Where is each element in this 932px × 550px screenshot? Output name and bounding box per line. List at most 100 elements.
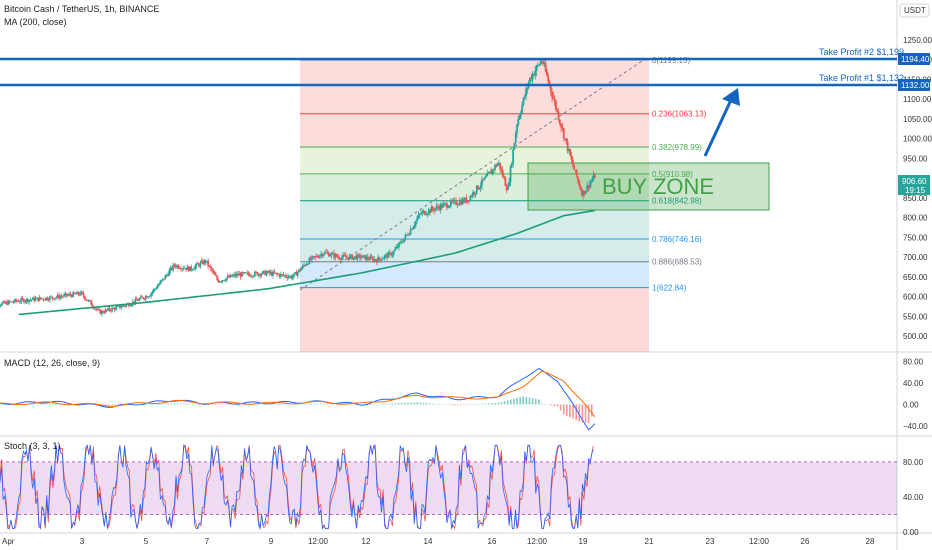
- candle-body: [56, 294, 59, 298]
- macd-pane[interactable]: [0, 367, 596, 431]
- macd-histogram-bar: [394, 403, 397, 405]
- candle-body: [176, 265, 178, 268]
- macd-histogram-bar: [207, 404, 210, 405]
- candle-body: [405, 234, 408, 236]
- macd-histogram-bar: [472, 404, 475, 405]
- candle-body: [403, 238, 406, 243]
- candle-body: [134, 298, 137, 304]
- candle-body: [526, 87, 529, 89]
- candle-body: [433, 209, 435, 211]
- macd-histogram-bar: [519, 397, 521, 405]
- stoch-pane[interactable]: [0, 443, 897, 531]
- macd-histogram-bar: [338, 404, 341, 405]
- candle-body: [579, 186, 582, 190]
- candle-body: [338, 257, 341, 260]
- macd-indicator-title[interactable]: MACD (12, 26, close, 9): [4, 358, 100, 368]
- candle-body: [287, 276, 290, 279]
- candle-body: [353, 256, 356, 258]
- macd-histogram-bar: [170, 403, 173, 405]
- candle-body: [148, 296, 151, 298]
- candle-body: [174, 265, 177, 268]
- candle-body: [291, 277, 294, 279]
- candle-body: [431, 207, 434, 210]
- macd-histogram-bar: [189, 404, 191, 405]
- candle-body: [172, 264, 175, 270]
- candle-body: [365, 256, 368, 260]
- buy-zone-box[interactable]: [527, 162, 770, 211]
- candle-body: [180, 268, 182, 270]
- candle-body: [224, 280, 226, 282]
- stoch-indicator-title[interactable]: Stoch (3, 3, 1): [4, 441, 61, 451]
- candle-body: [121, 305, 124, 308]
- candle-body: [16, 301, 19, 302]
- macd-histogram-bar: [316, 403, 319, 405]
- candle-body: [536, 64, 539, 66]
- macd-histogram-bar: [360, 404, 363, 405]
- candle-body: [98, 308, 101, 311]
- candle-body: [67, 295, 69, 296]
- candle-body: [584, 190, 587, 194]
- candle-body: [350, 254, 352, 256]
- candle-body: [54, 298, 56, 300]
- candle-body: [218, 281, 221, 283]
- fib-level-label: 0.886(688.53): [652, 258, 702, 267]
- candle-body: [130, 304, 133, 306]
- symbol-title[interactable]: Bitcoin Cash / TetherUS, 1h, BINANCE: [4, 4, 159, 14]
- candle-body: [457, 204, 460, 206]
- candle-body: [282, 274, 285, 276]
- candle-body: [186, 266, 189, 270]
- macd-histogram-bar: [435, 403, 437, 405]
- candle-body: [569, 149, 572, 156]
- candle-body: [362, 255, 365, 257]
- candle-body: [15, 299, 17, 302]
- candle-body: [70, 295, 73, 297]
- price-tick-label: 950.00: [903, 154, 928, 163]
- candle-body: [237, 273, 239, 276]
- candle-body: [413, 225, 416, 228]
- candle-body: [22, 299, 25, 303]
- candle-body: [324, 251, 326, 254]
- candle-body: [578, 180, 581, 187]
- candle-body: [81, 291, 84, 294]
- macd-histogram-bar: [239, 404, 241, 405]
- macd-histogram-bar: [232, 404, 235, 405]
- candle-body: [359, 255, 361, 259]
- candle-body: [379, 259, 382, 261]
- candle-body: [340, 257, 343, 260]
- candle-body: [89, 300, 91, 302]
- candle-body: [447, 207, 450, 209]
- candle-body: [446, 203, 448, 208]
- macd-histogram-bar: [453, 404, 456, 406]
- candle-body: [74, 293, 77, 295]
- candle-body: [286, 276, 289, 279]
- candle-body: [495, 165, 498, 167]
- candle-body: [337, 256, 339, 258]
- candle-body: [414, 221, 417, 226]
- macd-histogram-bar: [413, 402, 416, 405]
- ma200-line[interactable]: [18, 209, 596, 316]
- candle-body: [21, 298, 24, 300]
- candle-body: [582, 190, 585, 196]
- candle-body: [240, 272, 243, 277]
- candle-body: [507, 185, 509, 191]
- ma-indicator-title[interactable]: MA (200, close): [4, 17, 67, 27]
- candle-body: [25, 298, 28, 302]
- fibonacci-retracement[interactable]: 0(1199.13) 0.236(1063.13) 0.382(978.99) 0.5…: [300, 56, 707, 352]
- candle-body: [220, 281, 223, 283]
- currency-selector[interactable]: USDT: [899, 3, 930, 18]
- candle-body: [146, 296, 149, 298]
- candle-body: [250, 275, 252, 277]
- fib-trend-line[interactable]: [299, 56, 649, 291]
- macd-histogram-bar: [0, 404, 1, 405]
- candle-body: [173, 264, 176, 266]
- macd-histogram-bar: [351, 404, 353, 405]
- candle-body: [120, 307, 123, 308]
- macd-histogram-bar: [491, 403, 493, 405]
- macd-histogram-bar: [36, 403, 39, 405]
- candle-body: [243, 272, 246, 274]
- time-axis[interactable]: Apr 3 5 7 9 12:00 12 14 16 12:00 19 21 23 12:00 26 28: [2, 537, 875, 546]
- candle-body: [63, 294, 66, 297]
- candle-body: [307, 263, 309, 265]
- price-tick-label: 750.00: [903, 233, 928, 242]
